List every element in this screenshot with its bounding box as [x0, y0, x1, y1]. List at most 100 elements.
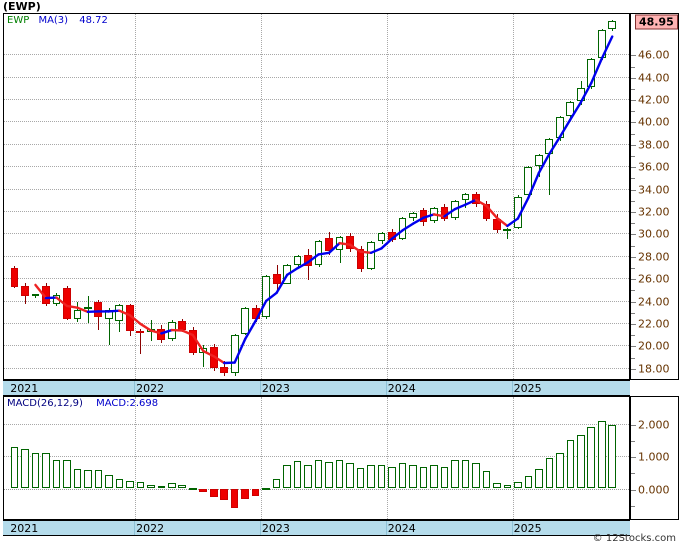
candle-body — [566, 102, 575, 116]
macd-bar — [94, 469, 103, 489]
candle-body — [293, 255, 302, 265]
year-gridline — [260, 14, 262, 379]
year-separator — [259, 521, 261, 535]
macd-bar — [440, 466, 449, 489]
axis-tick — [631, 167, 636, 169]
price-axis-label: 20.00 — [638, 339, 670, 353]
moving-average-line — [34, 35, 614, 365]
candle-body — [325, 237, 333, 252]
gridline — [4, 99, 629, 101]
macd-bar — [335, 460, 344, 489]
macd-legend: MACD(26,12,9) MACD:2.698 — [7, 398, 158, 410]
macd-bar — [136, 482, 145, 489]
macd-bar — [157, 485, 166, 489]
macd-gridline — [4, 424, 629, 426]
macd-bar — [493, 483, 501, 489]
price-chart-panel[interactable]: EWP MA(3) 48.72 — [3, 13, 630, 380]
macd-bar — [325, 462, 333, 489]
macd-year-gridline — [260, 397, 262, 519]
price-legend: EWP MA(3) 48.72 — [7, 15, 108, 27]
macd-bar — [209, 488, 218, 497]
axis-tick — [631, 368, 636, 370]
macd-bar — [105, 475, 113, 489]
year-label: 2021 — [10, 522, 39, 535]
candle-body — [31, 293, 40, 297]
macd-bar — [377, 465, 386, 489]
axis-tick-minor — [631, 133, 635, 135]
gridline — [4, 278, 629, 280]
candle-wick — [140, 328, 141, 355]
macd-bar — [42, 452, 50, 489]
legend-ma-value: 48.72 — [79, 15, 108, 26]
year-separator — [134, 381, 136, 395]
year-separator — [385, 521, 387, 535]
gridline — [4, 121, 629, 123]
gridline — [4, 233, 629, 235]
macd-bar — [283, 464, 291, 489]
year-label: 2021 — [10, 382, 39, 395]
macd-bar — [398, 462, 407, 489]
macd-bar — [293, 460, 302, 489]
price-axis-label: 42.00 — [638, 93, 670, 107]
candle-body — [104, 309, 113, 319]
axis-tick — [631, 144, 636, 146]
year-separator — [259, 381, 261, 395]
candle-wick — [465, 193, 466, 208]
year-separator — [511, 521, 513, 535]
macd-bar — [608, 424, 616, 489]
candle-body — [356, 249, 365, 270]
candle-body — [94, 301, 103, 318]
candle-wick — [109, 308, 110, 346]
axis-tick-minor — [631, 268, 635, 270]
macd-gridline — [4, 456, 629, 458]
macd-panel[interactable]: MACD(26,12,9) MACD:2.698 — [3, 396, 630, 520]
macd-axis-tick — [631, 457, 636, 459]
year-separator — [385, 381, 387, 395]
axis-tick-minor — [631, 156, 635, 158]
candle-body — [524, 167, 533, 196]
macd-bar — [272, 478, 281, 489]
macd-bar — [597, 421, 606, 489]
candle-body — [241, 308, 250, 335]
axis-tick — [631, 301, 636, 303]
gridline — [4, 54, 629, 56]
date-axis-macd: 2021 2022 2023 2024 2025 — [3, 520, 630, 536]
macd-year-gridline — [386, 397, 388, 519]
macd-label: MACD(26,12,9) — [7, 398, 83, 409]
candle-body — [220, 366, 229, 374]
axis-tick-minor — [631, 200, 635, 202]
axis-tick — [631, 100, 636, 102]
candle-body — [503, 228, 512, 231]
candle-body — [346, 235, 354, 250]
gridline — [4, 188, 629, 190]
price-axis-label: 26.00 — [638, 272, 670, 286]
macd-bar — [63, 460, 71, 489]
axis-tick — [631, 234, 636, 236]
year-separator — [134, 521, 136, 535]
macd-bar — [535, 468, 543, 489]
macd-bar — [503, 484, 512, 489]
macd-bar — [419, 467, 428, 489]
candle-body — [262, 275, 271, 318]
macd-bar — [31, 452, 40, 489]
candle-wick — [507, 227, 508, 240]
candle-wick — [549, 138, 550, 196]
year-label: 2024 — [387, 522, 416, 535]
axis-tick-minor — [631, 245, 635, 247]
axis-tick — [631, 212, 636, 214]
legend-ma-label: MA(3) — [38, 15, 69, 26]
axis-tick-minor — [631, 88, 635, 90]
macd-bar — [451, 460, 459, 489]
price-axis-label: 24.00 — [638, 295, 670, 309]
macd-bar — [576, 435, 585, 489]
macd-bar — [199, 488, 208, 493]
axis-tick-minor — [631, 111, 635, 113]
year-label: 2023 — [261, 522, 290, 535]
gridline — [4, 323, 629, 325]
macd-bar — [409, 465, 417, 489]
candle-body — [21, 286, 29, 297]
price-axis-label: 38.00 — [638, 138, 670, 152]
candle-body — [409, 213, 417, 218]
axis-tick-minor — [631, 357, 635, 359]
